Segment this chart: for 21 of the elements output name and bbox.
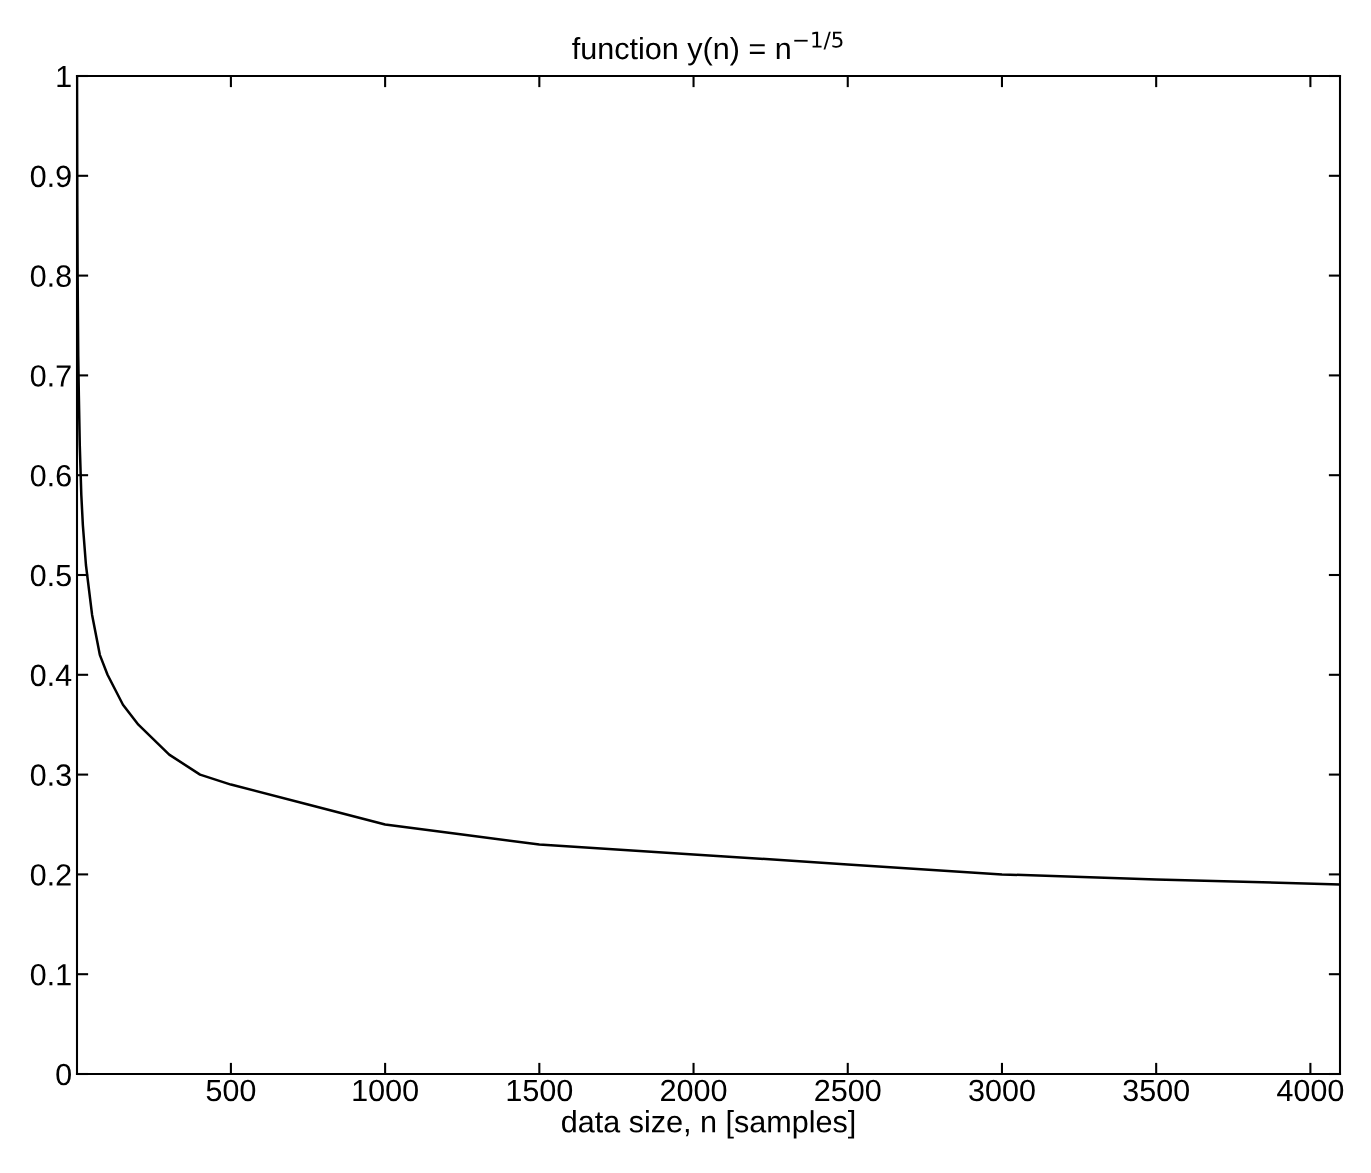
y-tick-label: 0.1 (30, 963, 71, 986)
y-tick-label: 0.9 (30, 165, 71, 188)
y-tick-label: 0.4 (30, 664, 72, 687)
y-tick-label: 0.2 (30, 864, 71, 886)
y-tick-label: 0.5 (30, 564, 71, 587)
y-tick-label: 1 (57, 66, 71, 88)
x-tick-label: 1000 (353, 1079, 418, 1102)
x-axis-title: data size, n [samples] (562, 1110, 855, 1139)
y-tick-label: 0 (56, 1063, 71, 1086)
x-tick-label: 3000 (969, 1079, 1035, 1102)
y-tick-label: 0.3 (30, 764, 71, 786)
x-tick-label: 4000 (1277, 1079, 1344, 1102)
x-tick-label: 2500 (815, 1079, 881, 1102)
x-tick-label: 500 (206, 1079, 256, 1102)
y-tick-label: 0.7 (30, 365, 71, 387)
y-tick-label: 0.6 (30, 464, 71, 487)
chart-title: function y(n) = n$^{−1/5}$ (572, 31, 843, 66)
x-tick-label: 1500 (507, 1079, 573, 1102)
y-tick-label: 0.8 (30, 265, 71, 287)
x-tick-label: 3500 (1123, 1079, 1189, 1102)
x-tick-label: 2000 (661, 1079, 727, 1102)
